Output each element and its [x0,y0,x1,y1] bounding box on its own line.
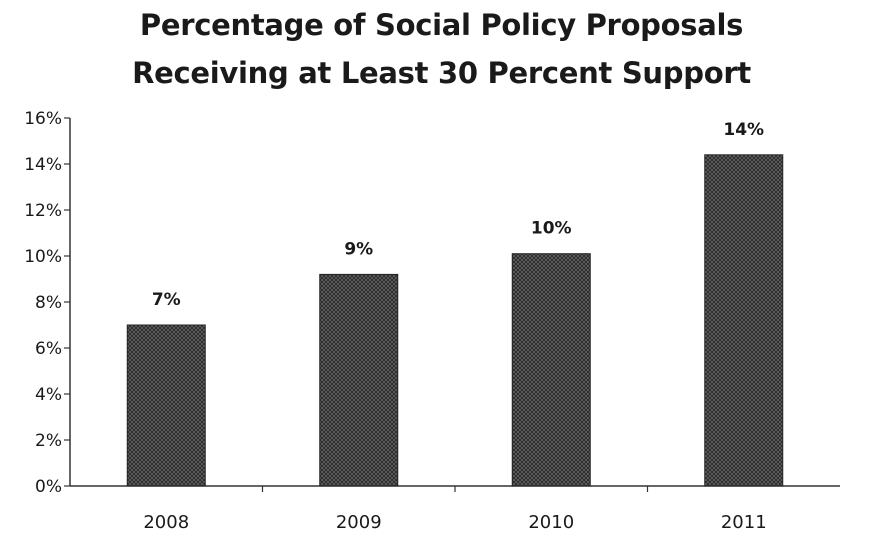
y-tick-label: 12% [24,201,62,221]
y-tick-label: 2% [35,431,62,451]
bar-2008 [126,324,206,487]
x-tick-label-2008: 2008 [143,512,189,533]
y-tick-label: 10% [24,247,62,267]
y-tick-label: 8% [35,293,62,313]
y-tick-label: 16% [24,109,62,129]
y-tick-label: 0% [35,477,62,497]
bars [126,154,784,487]
data-label-2010: 10% [531,219,572,239]
chart-title-line-2: Receiving at Least 30 Percent Support [132,56,751,90]
bar-2010 [511,253,591,487]
y-tick-label: 14% [24,155,62,175]
data-label-2009: 9% [344,239,373,259]
y-tick-label: 6% [35,339,62,359]
data-label-2008: 7% [152,290,181,310]
y-tick-label: 4% [35,385,62,405]
x-tick-label-2010: 2010 [528,512,574,533]
bar-2011 [704,154,784,487]
x-tick-label-2009: 2009 [336,512,382,533]
axes: 0% 2% 4% 6% 8% 10% 12% 14% 16% [24,109,840,497]
labels: 7% 2008 9% 2009 10% 2010 14% 2011 [143,120,766,533]
x-tick-label-2011: 2011 [721,512,767,533]
bar-2009 [319,273,399,487]
chart-title-line-1: Percentage of Social Policy Proposals [139,8,744,42]
data-label-2011: 14% [723,120,764,140]
